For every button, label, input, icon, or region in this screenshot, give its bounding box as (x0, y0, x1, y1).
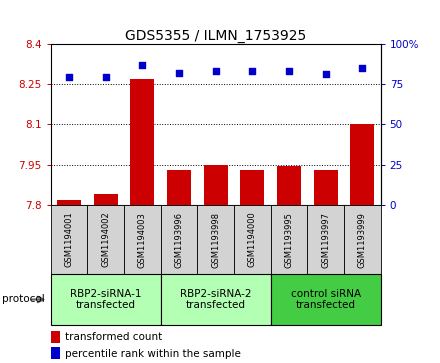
Bar (197, 205, 234, 274)
Text: GSM1193999: GSM1193999 (358, 212, 367, 268)
Point (359, 65, 366, 71)
Bar (51, 274, 161, 325)
Bar (271, 274, 381, 325)
Bar (51, 205, 87, 274)
Bar (234, 205, 271, 274)
Bar (167, 170, 191, 205)
Text: GSM1193996: GSM1193996 (174, 212, 183, 268)
Text: GSM1194001: GSM1194001 (64, 212, 73, 268)
Title: GDS5355 / ILMN_1753925: GDS5355 / ILMN_1753925 (125, 29, 306, 42)
Bar (94, 194, 117, 205)
Point (139, 62, 146, 68)
Point (322, 72, 329, 77)
Bar (57, 200, 81, 205)
Bar (130, 78, 154, 205)
Text: GSM1193997: GSM1193997 (321, 212, 330, 268)
Text: protocol: protocol (2, 294, 45, 305)
Text: RBP2-siRNA-2
transfected: RBP2-siRNA-2 transfected (180, 289, 251, 310)
Text: transformed count: transformed count (65, 333, 162, 342)
Point (176, 70, 183, 76)
Text: GSM1194002: GSM1194002 (101, 212, 110, 268)
Text: RBP2-siRNA-1
transfected: RBP2-siRNA-1 transfected (70, 289, 141, 310)
Bar (161, 205, 197, 274)
Point (212, 68, 219, 74)
Bar (204, 165, 227, 205)
Bar (240, 170, 264, 205)
Point (249, 68, 256, 74)
Bar (350, 125, 374, 205)
Bar (161, 274, 271, 325)
Bar (277, 166, 301, 205)
Bar (271, 205, 307, 274)
Bar (307, 205, 344, 274)
Bar (87, 205, 124, 274)
Point (102, 74, 109, 80)
Point (286, 68, 293, 74)
Text: control siRNA
transfected: control siRNA transfected (290, 289, 361, 310)
Bar (124, 205, 161, 274)
Bar (344, 205, 381, 274)
Text: GSM1194000: GSM1194000 (248, 212, 257, 268)
Text: percentile rank within the sample: percentile rank within the sample (65, 348, 241, 359)
Text: GSM1193998: GSM1193998 (211, 212, 220, 268)
Point (66, 74, 73, 80)
Text: GSM1194003: GSM1194003 (138, 212, 147, 268)
Bar (314, 170, 337, 205)
Text: GSM1193995: GSM1193995 (284, 212, 293, 268)
